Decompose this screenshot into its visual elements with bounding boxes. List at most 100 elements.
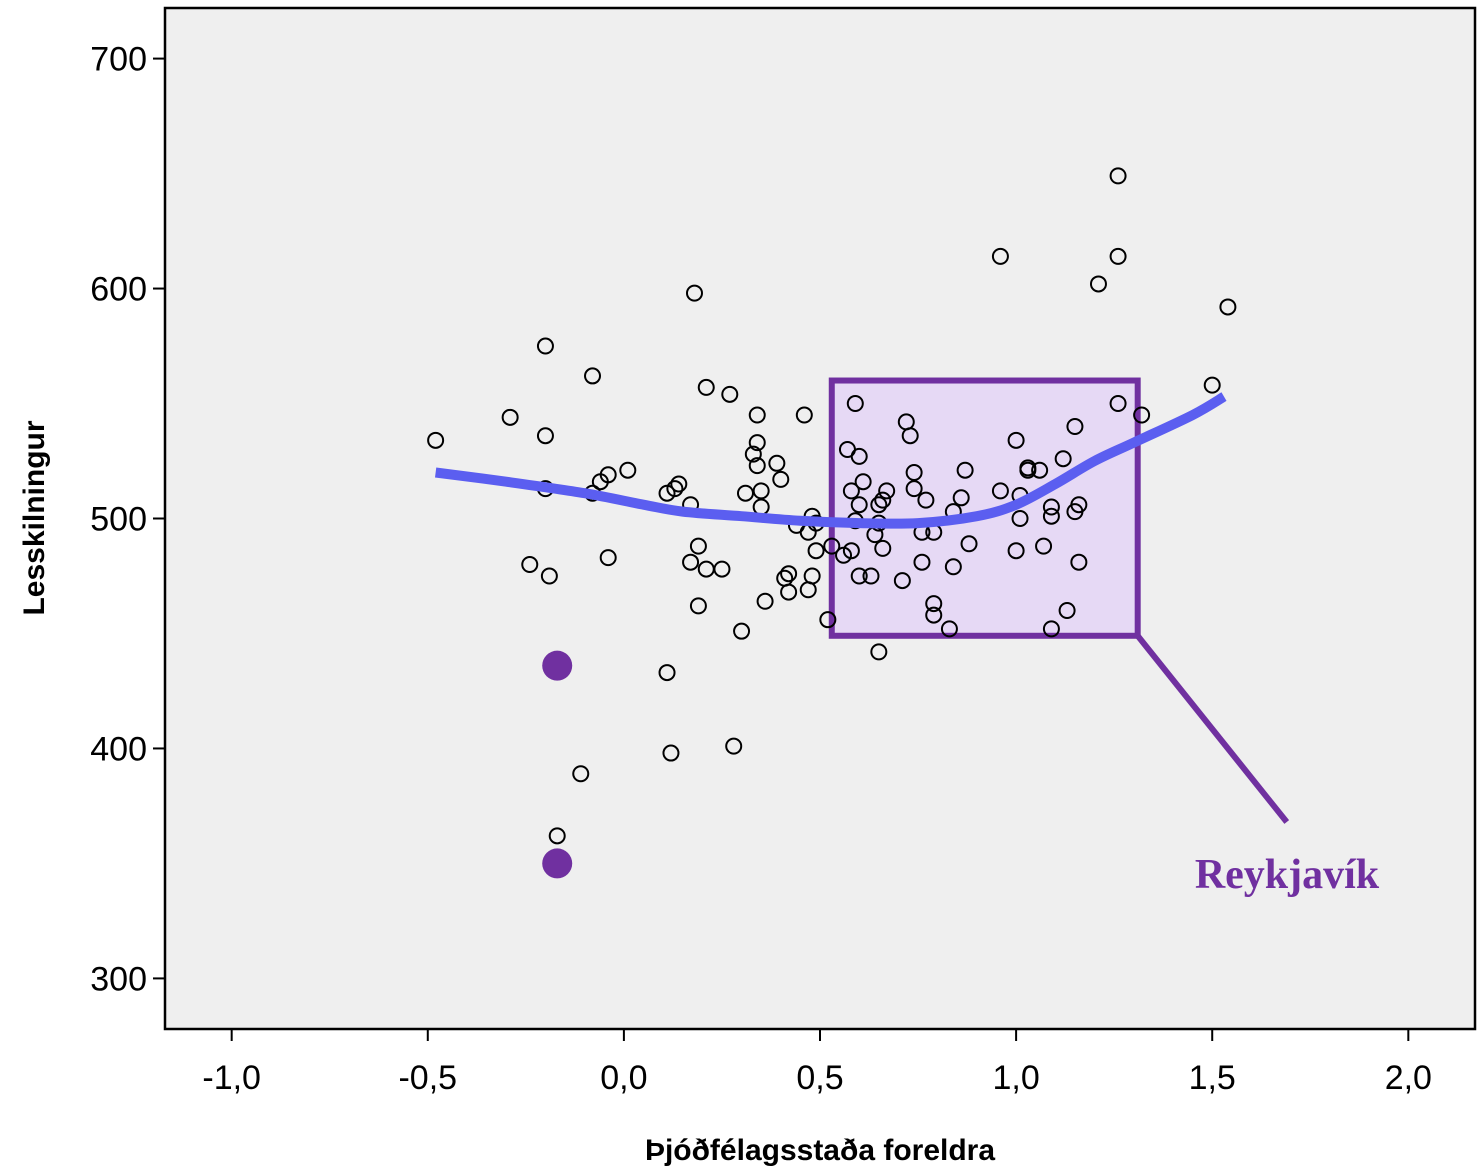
trend-line [434, 392, 1227, 529]
data-point [874, 491, 892, 509]
data-point [427, 431, 445, 449]
data-point [736, 484, 754, 502]
y-tick-label: 400 [90, 730, 147, 768]
x-tick-label: 2,0 [1385, 1059, 1432, 1097]
data-point [752, 482, 770, 500]
data-point [956, 461, 974, 479]
data-point [991, 482, 1009, 500]
data-point [689, 597, 707, 615]
data-point [670, 475, 688, 493]
data-point [697, 378, 715, 396]
y-tick-label: 700 [90, 41, 147, 79]
data-point [991, 247, 1009, 265]
highlighted-point [542, 650, 573, 681]
highlighted-point [542, 848, 573, 879]
y-axis-title: Lesskilningur [18, 420, 51, 615]
callout-line [1135, 633, 1290, 824]
data-point [823, 537, 841, 555]
data-point [599, 466, 617, 484]
data-point [913, 553, 931, 571]
data-point [721, 385, 739, 403]
x-tick-label: -0,5 [398, 1059, 457, 1097]
x-tick-label: 0,5 [796, 1059, 843, 1097]
x-axis: -1,0 -0,5 0,0 0,5 1,0 1,5 2,0 [202, 1029, 1432, 1097]
data-point [756, 592, 774, 610]
data-point [952, 489, 970, 507]
data-point [619, 461, 637, 479]
x-axis-title: Þjóðfélagsstaða foreldra [645, 1134, 995, 1167]
data-point [744, 445, 762, 463]
highlight-box-border [828, 377, 1141, 639]
data-point [878, 482, 896, 500]
y-tick-label: 300 [90, 960, 147, 998]
data-point [1011, 510, 1029, 527]
highlighted-points [542, 650, 573, 879]
data-point [850, 447, 868, 465]
data-point [905, 464, 923, 482]
y-axis: 300 400 500 600 700 [90, 41, 165, 998]
data-point [658, 664, 676, 682]
data-point [748, 406, 766, 424]
data-point [685, 284, 703, 302]
data-point [662, 744, 680, 762]
data-point [901, 427, 919, 445]
data-point [1070, 553, 1088, 571]
data-point [870, 496, 888, 514]
x-tick-label: 0,0 [600, 1059, 647, 1097]
y-tick-label: 500 [90, 501, 147, 539]
data-point [682, 553, 700, 571]
data-point [501, 408, 519, 426]
data-point [1031, 461, 1049, 479]
data-point [725, 737, 743, 755]
data-point [1007, 542, 1025, 560]
data-point [1007, 431, 1025, 449]
data-point [807, 542, 825, 560]
data-point [835, 546, 853, 564]
data-point [780, 583, 798, 601]
data-point [780, 565, 798, 583]
data-point [795, 406, 813, 424]
data-point [1133, 406, 1151, 424]
data-point [1066, 418, 1084, 436]
data-point [925, 606, 943, 624]
data-point [846, 395, 864, 413]
data-point [768, 454, 786, 472]
data-point [666, 480, 684, 498]
trend-line-group [434, 392, 1227, 529]
data-point [905, 480, 923, 498]
data-point [1203, 376, 1221, 394]
data-point [1109, 395, 1127, 413]
data-point [940, 620, 958, 638]
data-point [772, 470, 790, 488]
data-point [1042, 620, 1060, 638]
data-point [733, 622, 751, 640]
data-point [1019, 461, 1037, 479]
data-point [854, 473, 872, 491]
data-point [584, 367, 602, 385]
x-tick-label: 1,5 [1189, 1059, 1236, 1097]
data-point [842, 482, 860, 500]
data-point [1035, 537, 1053, 555]
data-point [748, 434, 766, 452]
data-point [1109, 247, 1127, 265]
data-point [874, 539, 892, 557]
data-point [1042, 507, 1060, 525]
data-point [1109, 167, 1127, 185]
data-point [536, 337, 554, 355]
data-point [713, 560, 731, 578]
y-tick-label: 600 [90, 271, 147, 309]
data-point [1058, 601, 1076, 619]
data-point [1089, 275, 1107, 293]
data-point [893, 572, 911, 590]
data-point [850, 567, 868, 585]
data-point [1070, 496, 1088, 514]
data-point [803, 567, 821, 585]
data-point [521, 555, 539, 573]
data-point [870, 643, 888, 661]
data-point [548, 827, 566, 845]
data-point [540, 567, 558, 585]
data-point [944, 558, 962, 576]
data-point [748, 457, 766, 475]
data-point [850, 496, 868, 514]
